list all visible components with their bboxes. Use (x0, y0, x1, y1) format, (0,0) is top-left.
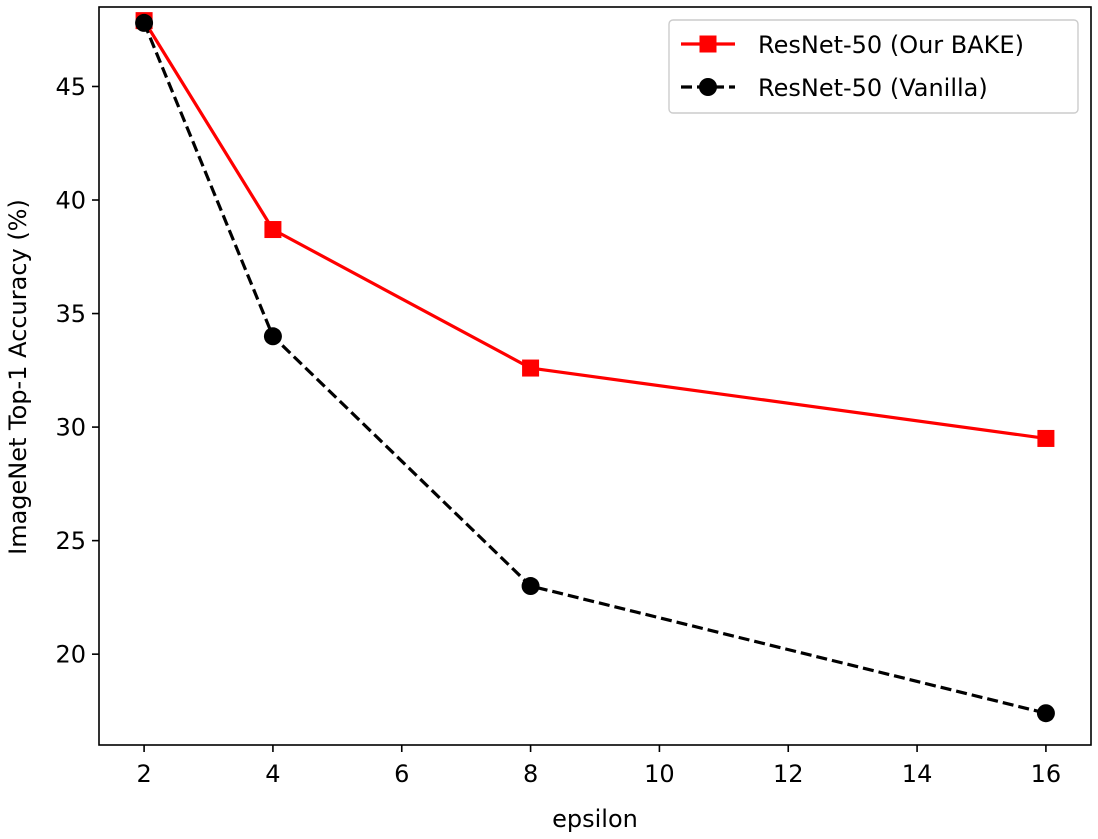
y-tick-label: 35 (55, 300, 86, 328)
y-tick-label: 45 (55, 73, 86, 101)
y-axis-label: ImageNet Top-1 Accuracy (%) (4, 199, 32, 555)
y-tick-label: 20 (55, 641, 86, 669)
x-tick-label: 4 (265, 760, 280, 788)
series-line (142, 19, 1047, 440)
y-tick-label: 25 (55, 527, 86, 555)
legend-entry: ResNet-50 (Vanilla) (681, 74, 988, 102)
y-tick-label: 40 (55, 187, 86, 215)
legend-label: ResNet-50 (Our BAKE) (758, 31, 1024, 59)
y-tick-label: 30 (55, 414, 86, 442)
x-axis-ticks: 2 4 6 8 10 12 14 16 (136, 745, 1061, 788)
legend-entry: ResNet-50 (Our BAKE) (681, 31, 1024, 59)
x-axis-label: epsilon (552, 805, 638, 833)
legend: ResNet-50 (Our BAKE) ResNet-50 (Vanilla) (668, 19, 1079, 114)
data-point (1037, 429, 1055, 447)
legend-marker (699, 35, 717, 53)
x-tick-label: 14 (902, 760, 933, 788)
data-point (522, 359, 540, 377)
x-tick-label: 10 (644, 760, 675, 788)
data-point (1036, 704, 1055, 723)
legend-box (668, 19, 1079, 114)
data-point (521, 577, 540, 596)
series-line (142, 22, 1047, 715)
x-tick-label: 16 (1031, 760, 1062, 788)
x-tick-label: 12 (773, 760, 804, 788)
data-point (264, 221, 282, 239)
x-tick-label: 2 (136, 760, 151, 788)
x-tick-label: 8 (523, 760, 538, 788)
plot-frame (98, 6, 1092, 746)
series-2 (135, 13, 1055, 723)
x-tick-label: 6 (394, 760, 409, 788)
data-point (263, 327, 282, 346)
legend-label: ResNet-50 (Vanilla) (758, 74, 988, 102)
series-layer (135, 12, 1055, 723)
legend-marker (699, 78, 717, 96)
data-point (135, 13, 154, 32)
y-axis-ticks: 20 25 30 35 40 45 (55, 73, 99, 669)
